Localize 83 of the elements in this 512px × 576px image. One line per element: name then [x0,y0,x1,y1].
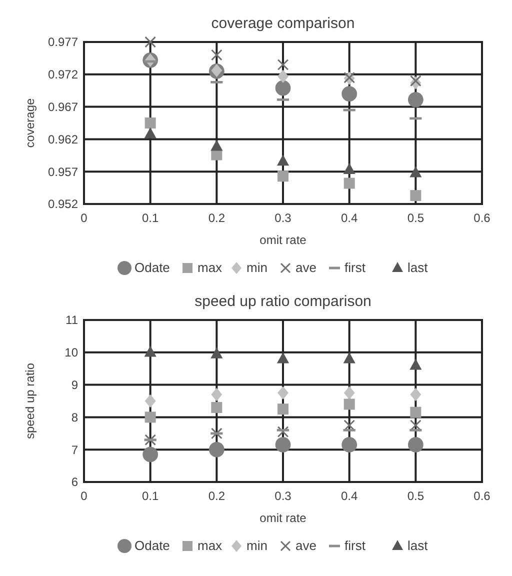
x-tick-label: 0.2 [208,489,226,503]
y-tick-label: 0.957 [48,164,78,179]
y-tick-label: 10 [64,346,78,360]
x-tick-label: 0.6 [474,489,491,503]
x-tick-label: 0.3 [274,489,292,503]
point [343,163,356,174]
legend-label: Odate [134,538,170,553]
x-tick-label: 0.1 [142,489,159,503]
y-tick-label: 0.962 [48,132,78,146]
point [144,346,156,357]
point [144,118,156,128]
y-tick-label: 6 [71,475,78,490]
x-axis-title: omit rate [260,233,307,247]
legend-label: last [408,260,428,275]
legend-label: first [344,538,366,553]
x-tick-label: 0.4 [340,489,358,503]
point [278,404,288,415]
point [342,86,358,102]
point [408,92,424,108]
point [208,442,224,458]
legend-label: first [344,260,366,275]
legend-label: ave [296,260,316,275]
point [410,388,422,402]
point [410,75,422,87]
y-tick-label: 11 [66,313,78,328]
point [344,178,355,189]
point [342,437,358,452]
chart-title: speed up ratio comparison [194,293,372,310]
y-tick-label: 9 [71,378,78,392]
x-tick-label: 0 [80,489,88,503]
legend-label: ave [296,538,316,553]
point [410,190,422,202]
y-tick-label: 0.972 [48,68,78,82]
y-tick-label: 0.967 [48,100,78,114]
point [144,36,156,48]
point [276,352,290,364]
x-axis-title: omit rate [260,511,307,525]
point [211,388,222,402]
point [275,437,291,452]
point [278,70,288,83]
legend-label: max [198,260,223,275]
y-tick-label: 8 [71,410,78,424]
y-tick-label: 0.977 [48,35,78,50]
point [410,358,422,370]
legend-label: Odate [134,260,170,275]
x-tick-label: 0.3 [274,211,292,225]
legend-label: min [246,260,268,275]
point [144,394,156,408]
legend-label: max [198,538,223,553]
point [410,166,422,178]
point [278,170,288,182]
point [210,49,222,61]
x-tick-label: 0.2 [208,211,226,225]
point [142,446,158,462]
y-axis-title: coverage [23,98,37,148]
legend-label: last [408,538,428,553]
y-tick-label: 0.952 [48,197,78,212]
y-axis-title: speed up ratio [23,362,37,440]
x-tick-label: 0.5 [407,489,424,503]
point [408,437,424,452]
x-tick-label: 0.4 [340,211,358,225]
point [344,386,355,400]
point [144,127,156,138]
point [210,140,223,151]
point [277,426,289,438]
point [410,406,422,418]
point [343,352,356,364]
point [144,412,156,423]
x-tick-label: 0.1 [142,211,159,225]
x-tick-label: 0.6 [474,211,491,225]
x-tick-label: 0.5 [407,211,424,225]
chart-title: coverage comparison [211,15,355,32]
legend-label: min [246,538,268,553]
point [276,154,290,166]
y-tick-label: 7 [71,442,78,457]
point [344,398,355,410]
point [211,149,222,160]
point [275,80,291,96]
x-tick-label: 0 [80,211,88,225]
point [277,58,289,70]
point [278,386,288,400]
point [210,347,223,358]
point [211,402,222,413]
